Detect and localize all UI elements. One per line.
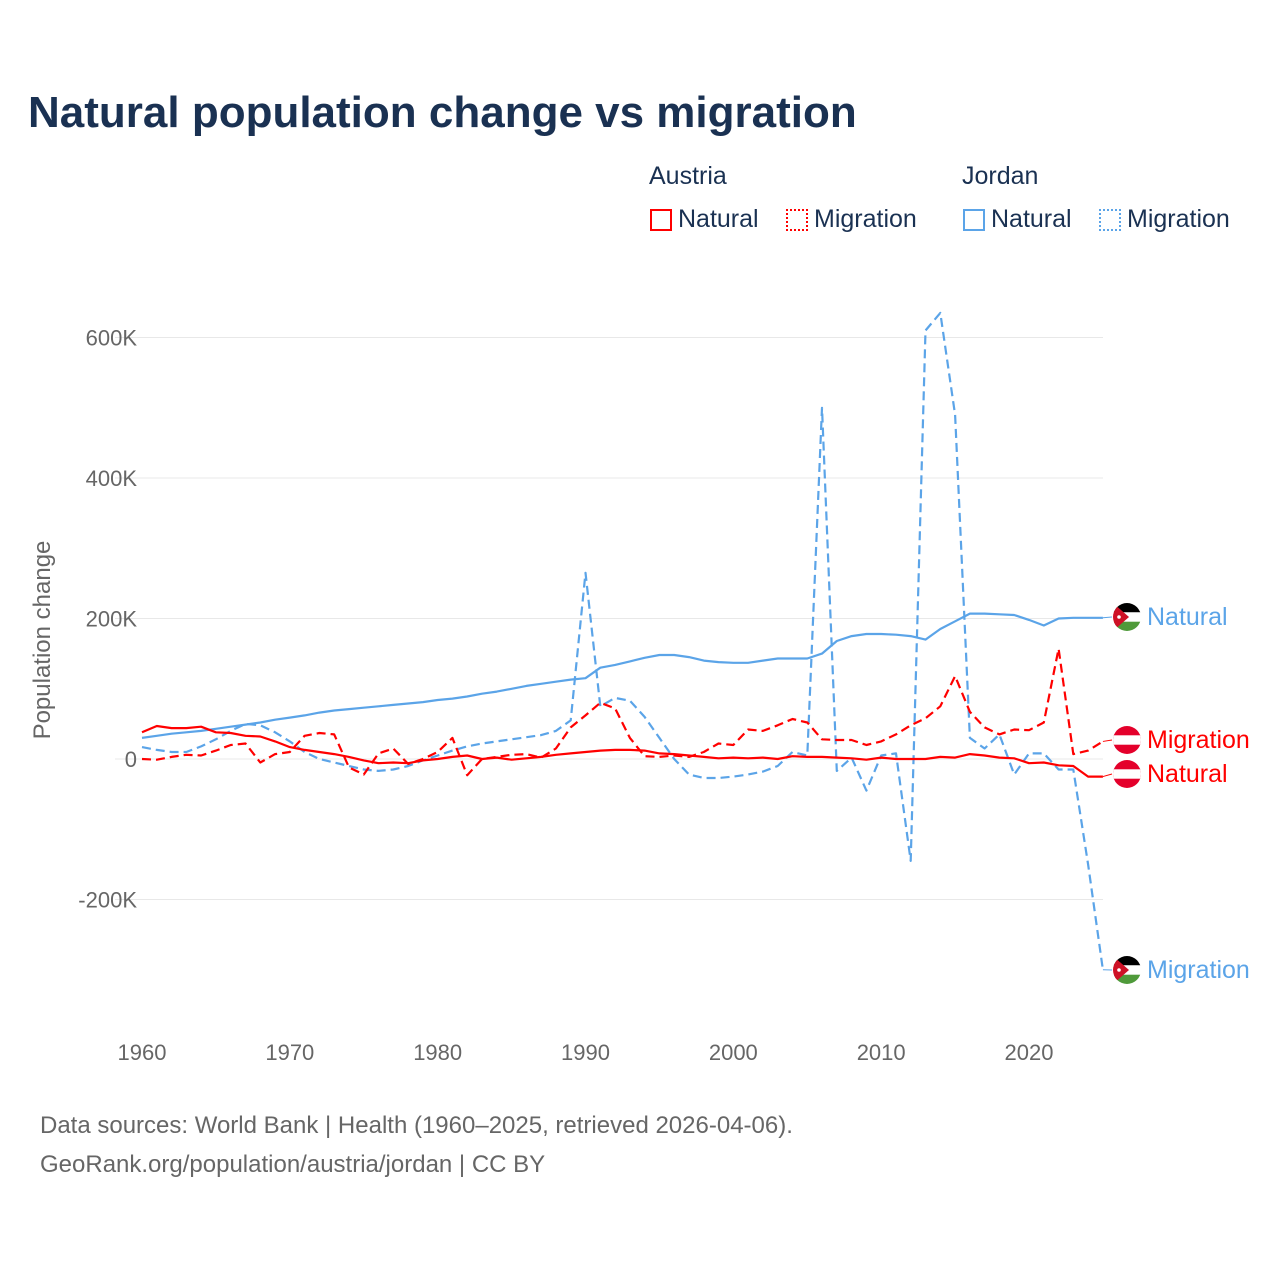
legend-label: Migration [1127,205,1230,233]
x-tick-label: 1970 [265,1040,314,1065]
end-label-jordan-natural: Natural [1147,603,1228,631]
legend-label: Migration [814,205,917,233]
data-source: Data sources: World Bank | Health (1960–… [40,1112,793,1139]
legend-austria-natural[interactable]: Natural [650,205,759,234]
x-tick-label: 1980 [413,1040,462,1065]
y-axis-label: Population change [29,541,56,740]
legend-swatch-solid [963,208,985,231]
leader-line [1102,739,1113,742]
legend-austria-migration[interactable]: Migration [786,205,917,234]
legend-group-title: Jordan [962,162,1039,190]
end-label-jordan-migration: Migration [1147,956,1250,984]
chart-title: Natural population change vs migration [28,88,857,137]
series-line-austria-natural[interactable] [141,724,1103,778]
leader-line [1102,773,1113,778]
end-label-austria-natural: Natural [1147,760,1228,788]
chart-plot: -200K 0 200K 400K 600K 1960 1970 1980 1990 2000 2… [29,311,1250,1065]
x-tick-label: 1990 [561,1040,610,1065]
austria-flag-icon [1113,726,1141,754]
legend-group-title: Austria [649,162,727,190]
jordan-flag-icon [1113,603,1141,631]
series-line-jordan-migration[interactable] [141,311,1104,970]
leader-line [1102,616,1113,619]
austria-flag-icon [1113,760,1141,788]
source-link[interactable]: GeoRank.org/population/austria/jordan | … [40,1151,546,1178]
jordan-flag-icon [1113,956,1141,984]
x-tick-label: 1960 [118,1040,167,1065]
legend-jordan-migration[interactable]: Migration [1099,205,1230,234]
x-tick-label: 2020 [1005,1040,1054,1065]
legend-jordan-natural[interactable]: Natural [963,205,1072,234]
legend-label: Natural [991,205,1072,233]
x-tick-label: 2010 [857,1040,906,1065]
legend-swatch-dotted [786,208,808,231]
y-tick-label: -200K [78,888,137,913]
y-tick-label: 0 [125,747,137,772]
y-tick-label: 400K [86,466,138,491]
series-line-jordan-natural[interactable] [141,612,1103,739]
y-tick-label: 200K [86,607,138,632]
legend-label: Natural [678,205,759,233]
series-line-austria-migration[interactable] [141,647,1104,777]
x-tick-label: 2000 [709,1040,758,1065]
legend-swatch-solid [650,208,672,231]
end-label-austria-migration: Migration [1147,726,1250,754]
footer: Data sources: World Bank | Health (1960–… [40,1106,793,1184]
legend-swatch-dotted [1099,208,1121,231]
y-tick-label: 600K [86,326,138,351]
legend-jordan: Jordan [962,162,1038,191]
legend-austria: Austria [649,162,727,191]
